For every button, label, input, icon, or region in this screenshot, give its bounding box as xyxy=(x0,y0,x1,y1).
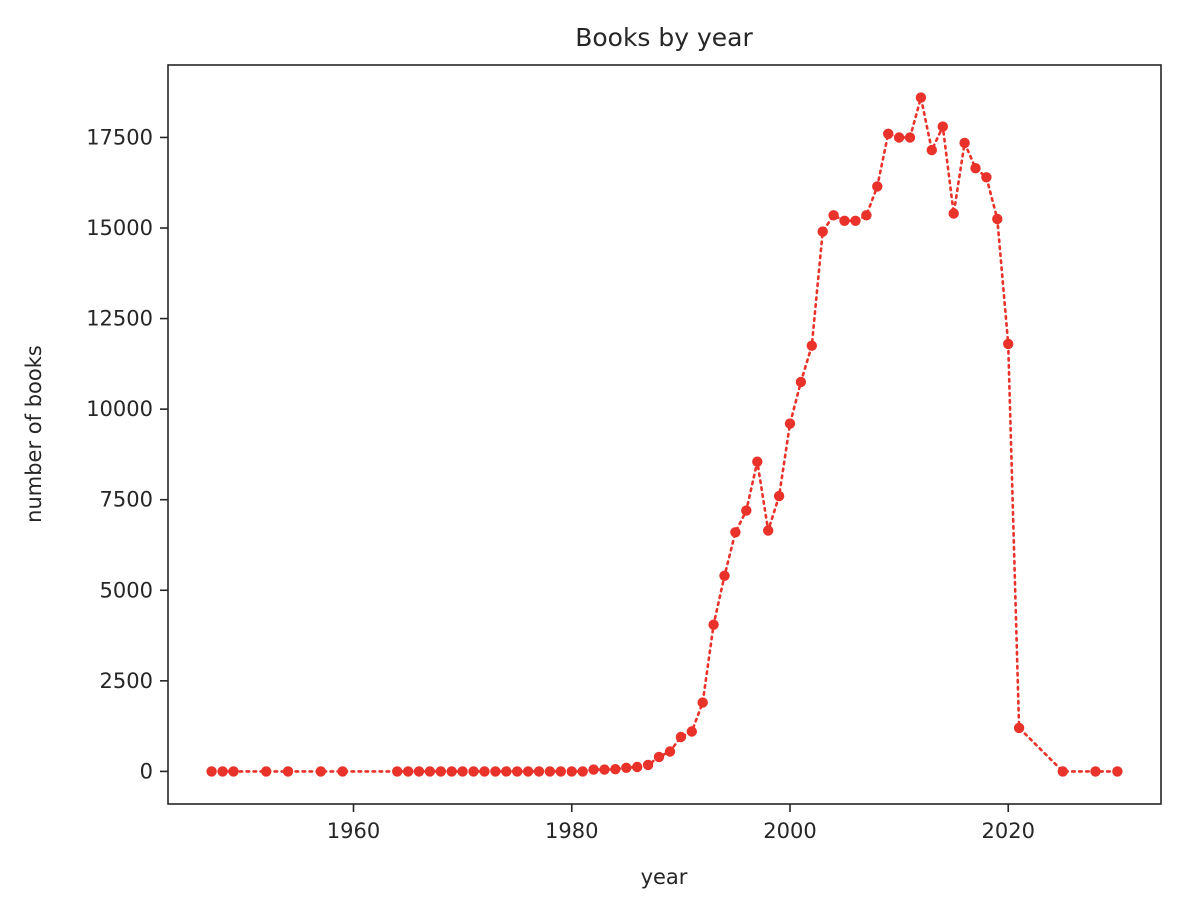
data-point xyxy=(501,766,512,777)
data-point xyxy=(1013,722,1025,734)
data-point xyxy=(490,766,501,777)
data-point xyxy=(730,527,741,538)
data-point xyxy=(883,128,894,139)
data-point xyxy=(392,766,403,777)
data-point xyxy=(632,761,643,773)
data-point xyxy=(566,766,577,777)
data-point xyxy=(599,764,610,775)
x-axis: 1960 1980 2000 2020 xyxy=(327,804,1035,843)
data-point xyxy=(512,766,523,777)
data-point xyxy=(850,215,861,226)
data-point xyxy=(1057,766,1069,777)
data-point xyxy=(1112,766,1123,777)
data-point xyxy=(261,766,272,777)
plot-frame xyxy=(167,64,1162,805)
data-point xyxy=(588,764,599,775)
data-point xyxy=(948,208,959,219)
data-point xyxy=(642,759,654,771)
chart-title: Books by year xyxy=(575,23,753,52)
y-tick-label: 15000 xyxy=(86,216,153,240)
data-point xyxy=(577,766,588,777)
data-point xyxy=(522,766,534,777)
data-point xyxy=(228,766,239,777)
data-point xyxy=(217,766,228,777)
data-point xyxy=(795,376,807,388)
data-point xyxy=(719,570,730,581)
y-axis-label: number of books xyxy=(22,345,46,523)
data-point xyxy=(904,132,916,143)
data-point xyxy=(479,766,490,777)
data-point xyxy=(446,766,457,777)
data-point xyxy=(981,172,992,183)
data-point xyxy=(533,766,545,777)
x-tick-label: 1980 xyxy=(545,819,598,843)
data-point xyxy=(970,163,981,174)
data-point xyxy=(435,766,446,777)
data-point xyxy=(784,418,796,429)
y-tick-label: 0 xyxy=(140,759,153,783)
data-point xyxy=(708,619,719,630)
x-tick-label: 2000 xyxy=(763,819,816,843)
data-point xyxy=(413,766,425,777)
data-point xyxy=(752,456,763,467)
data-point xyxy=(653,751,665,763)
data-point xyxy=(817,226,828,237)
y-tick-label: 7500 xyxy=(100,488,153,512)
data-point xyxy=(686,726,697,737)
data-point xyxy=(315,766,326,777)
y-tick-label: 5000 xyxy=(100,578,153,602)
x-tick-label: 2020 xyxy=(982,819,1035,843)
data-point xyxy=(675,731,687,743)
data-point xyxy=(424,766,436,777)
data-point xyxy=(872,181,883,192)
y-tick-label: 2500 xyxy=(100,669,153,693)
data-point xyxy=(893,132,905,143)
data-point xyxy=(337,766,348,777)
data-point xyxy=(468,766,479,777)
data-point xyxy=(959,137,970,149)
data-point xyxy=(828,210,839,221)
data-point xyxy=(1003,338,1014,350)
plot-area xyxy=(206,92,1123,777)
data-point xyxy=(926,144,937,156)
data-point xyxy=(664,746,676,757)
data-point xyxy=(806,340,817,351)
data-point xyxy=(544,766,556,777)
data-point xyxy=(206,766,217,777)
y-tick-label: 12500 xyxy=(86,307,153,331)
data-point xyxy=(610,764,621,775)
data-point xyxy=(697,697,708,708)
data-point xyxy=(1090,766,1101,777)
x-tick-label: 1960 xyxy=(327,819,380,843)
data-point xyxy=(621,762,632,773)
data-point xyxy=(555,766,566,777)
y-tick-label: 10000 xyxy=(86,397,153,421)
data-point xyxy=(992,213,1003,225)
data-point xyxy=(839,215,850,226)
data-point xyxy=(763,525,774,536)
data-point xyxy=(741,505,752,516)
data-point xyxy=(773,490,785,502)
data-point xyxy=(937,121,948,132)
y-tick-label: 17500 xyxy=(86,125,153,149)
data-point xyxy=(402,766,414,777)
data-point xyxy=(861,210,872,221)
data-point xyxy=(457,766,468,777)
x-axis-label: year xyxy=(641,865,688,889)
data-point xyxy=(915,92,927,103)
series-line xyxy=(210,97,1119,773)
data-point xyxy=(282,766,294,777)
y-axis: 0 2500 5000 7500 10000 12500 15000 17500 xyxy=(86,125,168,783)
